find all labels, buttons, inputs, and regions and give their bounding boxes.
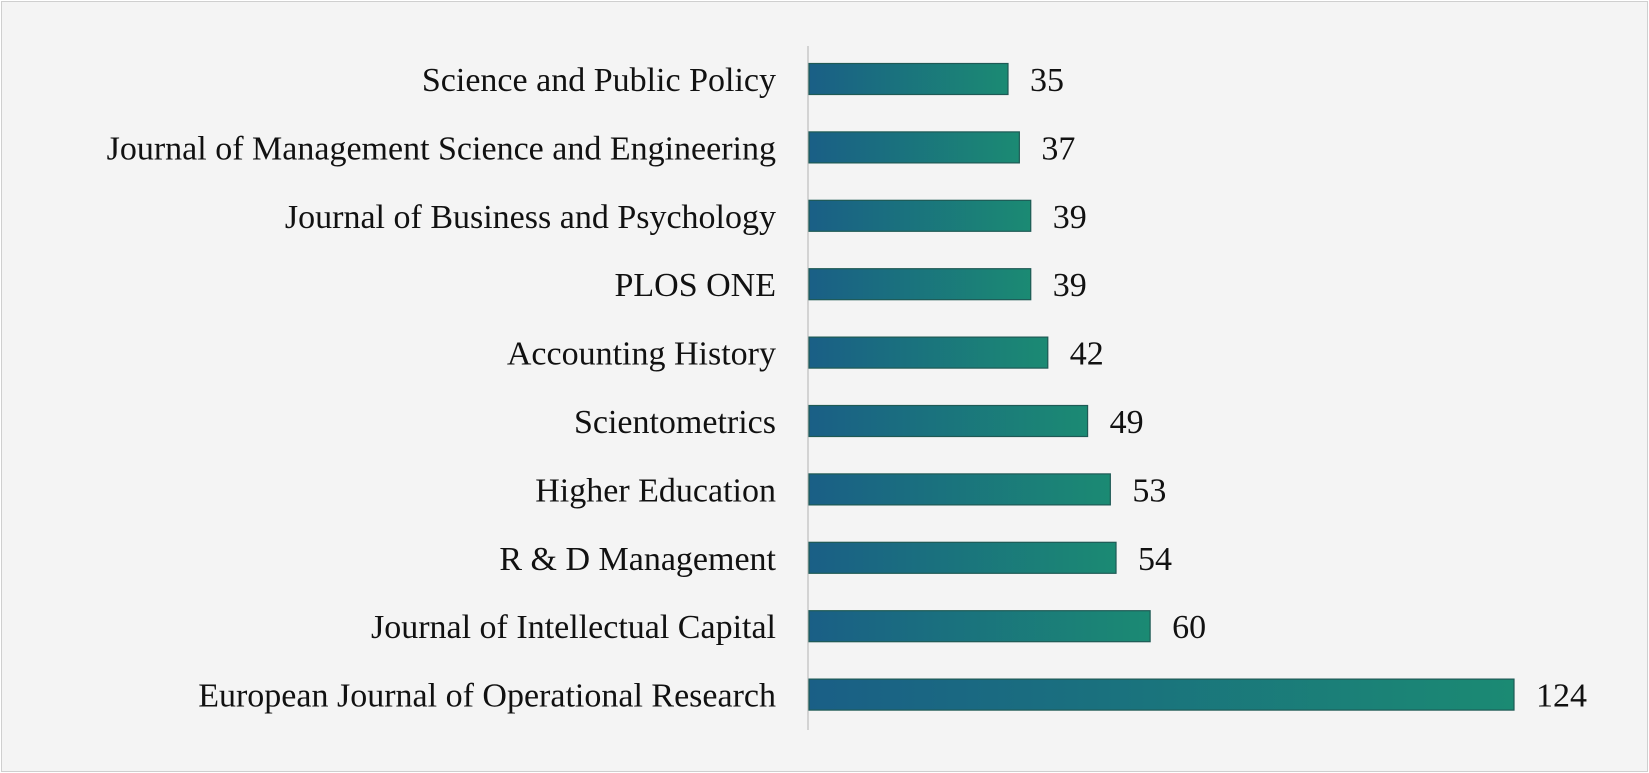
bar	[808, 131, 1020, 164]
category-labels: Science and Public Policy Journal of Mana…	[107, 62, 777, 715]
value-label: 35	[1030, 62, 1064, 99]
bar	[808, 268, 1032, 301]
value-label: 54	[1138, 541, 1172, 578]
value-label: 39	[1053, 267, 1087, 304]
value-label: 53	[1132, 472, 1166, 509]
bar	[808, 336, 1049, 369]
bar	[808, 678, 1515, 711]
value-label: 42	[1070, 336, 1104, 373]
value-label: 60	[1172, 609, 1206, 646]
category-label: Journal of Intellectual Capital	[371, 609, 776, 646]
bar	[808, 199, 1032, 232]
bar	[808, 473, 1111, 506]
bar	[808, 62, 1009, 96]
category-label: R & D Management	[499, 541, 776, 578]
category-label: PLOS ONE	[614, 267, 776, 304]
category-label: Higher Education	[535, 472, 776, 509]
value-label: 49	[1110, 404, 1144, 441]
category-label: Journal of Management Science and Engine…	[107, 130, 776, 167]
bar	[808, 541, 1117, 574]
category-label: Science and Public Policy	[422, 62, 776, 99]
category-label: Scientometrics	[574, 404, 776, 441]
category-label: Accounting History	[507, 336, 776, 373]
bars-layer	[808, 62, 1515, 711]
bar	[808, 610, 1151, 643]
category-label: Journal of Business and Psychology	[285, 199, 776, 236]
value-label: 37	[1041, 130, 1075, 167]
category-label: European Journal of Operational Research	[198, 678, 776, 715]
value-label: 124	[1536, 678, 1587, 715]
value-label: 39	[1053, 199, 1087, 236]
bar	[808, 404, 1089, 438]
